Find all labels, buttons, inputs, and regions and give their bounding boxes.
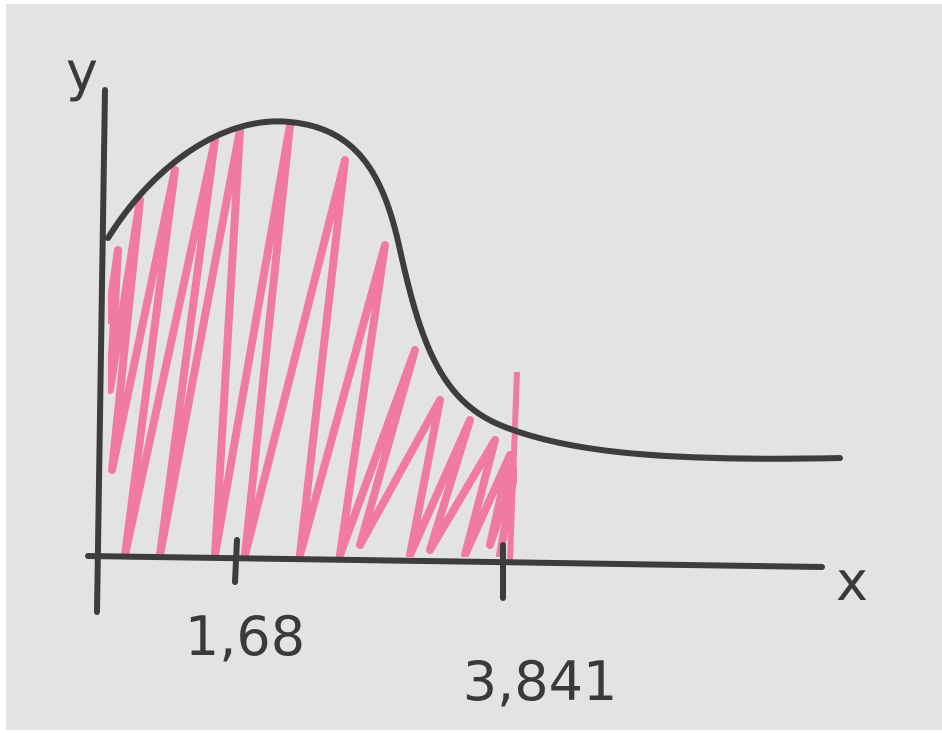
page: {"axes": {"y_label": "y", "x_label": "x"… (0, 0, 942, 733)
sketch: y x 1,68 3,841 (0, 0, 942, 733)
x-axis-label: x (836, 550, 868, 613)
y-axis-label: y (66, 40, 98, 103)
tick-label: 1,68 (185, 605, 305, 668)
tick-label: 3,841 (463, 650, 618, 713)
tick (235, 540, 237, 582)
